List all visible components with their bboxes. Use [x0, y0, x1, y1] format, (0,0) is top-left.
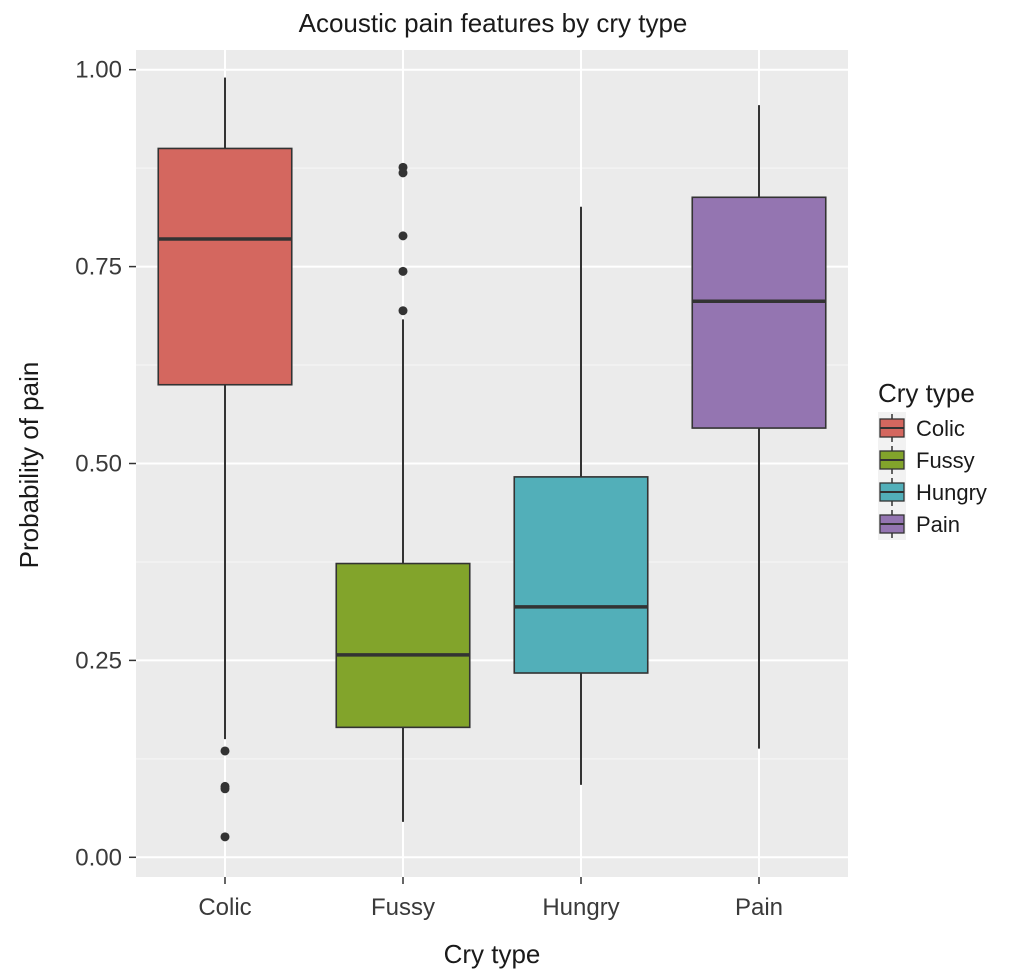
- x-tick-label: Colic: [198, 894, 251, 921]
- iqr-box: [513, 476, 649, 674]
- y-tick-label: 0.50: [75, 451, 122, 478]
- box-colic: [157, 77, 293, 842]
- x-axis-title: Cry type: [444, 939, 541, 969]
- outlier-point: [220, 746, 230, 756]
- outlier-point: [220, 784, 230, 794]
- x-tick-label: Fussy: [371, 894, 435, 921]
- legend-item-hungry: Hungry: [878, 476, 987, 508]
- iqr-box: [157, 147, 293, 386]
- x-axis: Colic Fussy Hungry Pain: [198, 877, 783, 921]
- y-tick-label: 0.75: [75, 254, 122, 281]
- y-tick-label: 1.00: [75, 57, 122, 84]
- legend-label: Fussy: [916, 448, 975, 473]
- x-tick-label: Hungry: [542, 894, 619, 921]
- legend-item-pain: Pain: [878, 508, 960, 540]
- y-axis: 0.00 0.25 0.50 0.75 1.00: [75, 57, 136, 871]
- box-hungry: [513, 206, 649, 785]
- legend-items: Colic Fussy Hungry Pain: [878, 412, 987, 540]
- box-pain: [691, 105, 827, 749]
- outlier-point: [398, 231, 408, 241]
- x-tick-label: Pain: [735, 894, 783, 921]
- legend-label: Colic: [916, 416, 965, 441]
- y-tick-label: 0.25: [75, 647, 122, 674]
- box-fussy: [335, 162, 471, 822]
- box-series: [157, 77, 827, 842]
- outlier-point: [398, 266, 408, 276]
- iqr-box: [335, 562, 471, 729]
- legend: Cry type Colic Fussy Hungry Pain: [878, 378, 987, 540]
- y-tick-label: 0.00: [75, 844, 122, 871]
- legend-label: Pain: [916, 512, 960, 537]
- iqr-box: [691, 196, 827, 429]
- chart-title: Acoustic pain features by cry type: [299, 8, 688, 38]
- y-axis-title: Probability of pain: [14, 362, 44, 569]
- legend-label: Hungry: [916, 480, 987, 505]
- legend-item-colic: Colic: [878, 412, 965, 444]
- legend-title: Cry type: [878, 378, 975, 408]
- outlier-point: [398, 306, 408, 316]
- legend-item-fussy: Fussy: [878, 444, 975, 476]
- outlier-point: [398, 168, 408, 178]
- outlier-point: [220, 832, 230, 842]
